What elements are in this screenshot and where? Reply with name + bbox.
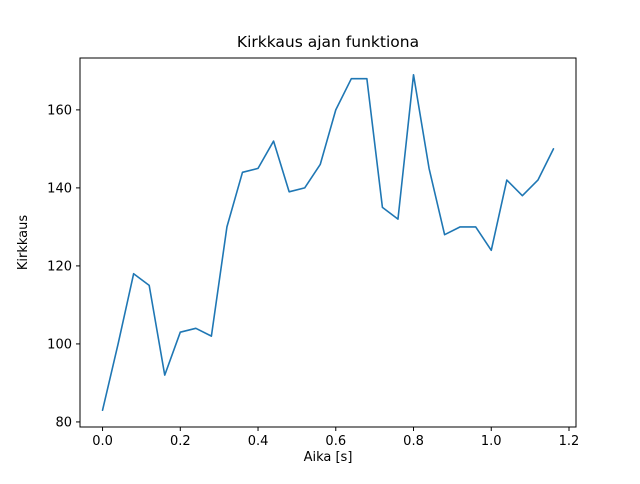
y-tick-label: 120 [47,259,72,274]
y-axis-label: Kirkkaus [16,215,31,271]
y-tick-label: 80 [55,415,72,430]
y-tick-label: 140 [47,181,72,196]
x-axis-label: Aika [s] [304,450,353,465]
axes-spines [79,57,577,428]
x-ticks: 0.0 0.2 0.4 0.6 0.8 1.0 1.2 [92,427,579,449]
y-ticks: 80 100 120 140 160 [47,103,80,430]
data-series [101,73,555,412]
x-tick-label: 1.0 [481,434,502,449]
x-tick-label: 0.6 [325,434,346,449]
y-tick-label: 160 [47,103,72,118]
series-line [101,73,555,412]
y-tick-label: 100 [47,337,72,352]
x-tick-label: 0.0 [92,434,113,449]
x-tick-label: 1.2 [559,434,580,449]
x-tick-label: 0.2 [170,434,191,449]
x-tick-label: 0.4 [248,434,269,449]
chart-title: Kirkkaus ajan funktiona [237,33,419,51]
x-tick-label: 0.8 [403,434,424,449]
